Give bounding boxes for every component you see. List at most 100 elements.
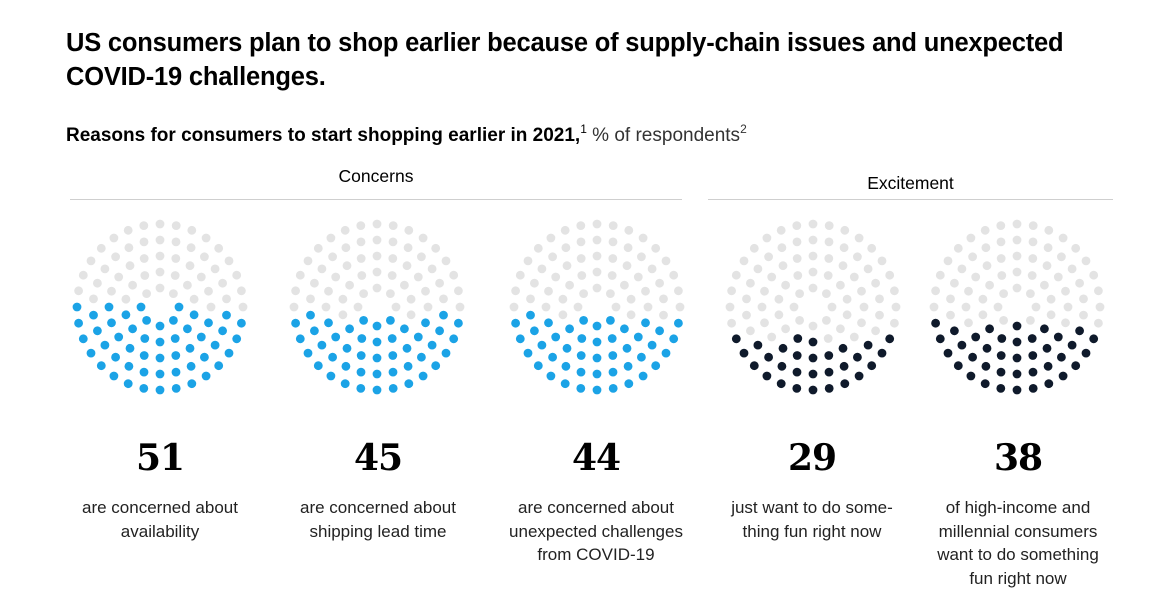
- empty-dot: [206, 302, 216, 312]
- empty-dot: [171, 221, 181, 231]
- description-line: are concerned about: [300, 498, 456, 517]
- empty-dot: [171, 237, 181, 247]
- filled-dot: [317, 340, 327, 350]
- description-shipping: are concerned about shipping lead time: [268, 496, 488, 543]
- empty-dot: [565, 280, 574, 290]
- filled-dot: [218, 326, 228, 336]
- empty-dot: [767, 332, 777, 342]
- filled-dot: [793, 334, 803, 343]
- empty-dot: [400, 280, 409, 290]
- empty-dot: [124, 243, 134, 253]
- filled-dot: [372, 337, 382, 347]
- group-label-concerns: Concerns: [338, 166, 414, 186]
- filled-dot: [576, 367, 586, 377]
- filled-dot: [313, 361, 323, 371]
- group-divider-excitement: [708, 199, 1113, 200]
- empty-dot: [875, 310, 884, 320]
- filled-dot: [435, 326, 444, 336]
- filled-dot: [74, 318, 83, 328]
- empty-dot: [890, 318, 899, 328]
- filled-dot: [123, 379, 133, 389]
- filled-dot: [306, 310, 315, 320]
- empty-dot: [530, 278, 539, 288]
- empty-dot: [996, 254, 1006, 263]
- empty-dot: [387, 271, 397, 280]
- empty-dot: [659, 294, 668, 304]
- filled-dot: [885, 334, 895, 344]
- filled-dot: [388, 351, 398, 360]
- empty-dot: [792, 254, 802, 263]
- empty-dot: [1089, 270, 1099, 280]
- empty-dot: [746, 326, 755, 336]
- empty-dot: [641, 286, 650, 296]
- empty-dot: [1027, 271, 1037, 280]
- empty-dot: [854, 233, 864, 243]
- filled-dot: [201, 371, 211, 381]
- description-availability: are concerned about availability: [50, 496, 270, 543]
- subtitle-main: Reasons for consumers to start shopping …: [66, 125, 581, 146]
- empty-dot: [1058, 233, 1068, 243]
- filled-dot: [427, 340, 437, 350]
- empty-dot: [885, 270, 895, 280]
- filled-dot: [641, 318, 650, 328]
- empty-dot: [836, 324, 845, 334]
- empty-dot: [523, 256, 533, 266]
- empty-dot: [114, 272, 124, 282]
- filled-dot: [560, 379, 570, 389]
- empty-dot: [439, 294, 448, 304]
- filled-dot: [739, 348, 749, 358]
- filled-dot: [637, 352, 646, 362]
- empty-dot: [201, 233, 211, 243]
- empty-dot: [742, 310, 751, 320]
- empty-dot: [321, 302, 331, 312]
- filled-dot: [142, 316, 152, 325]
- empty-dot: [391, 302, 401, 312]
- empty-dot: [1043, 243, 1053, 253]
- empty-dot: [777, 243, 787, 253]
- empty-dot: [863, 264, 873, 274]
- empty-dot: [537, 264, 547, 274]
- empty-dot: [324, 286, 333, 296]
- empty-dot: [155, 283, 165, 293]
- empty-dot: [449, 270, 459, 280]
- description-line: millennial consumers: [938, 521, 1098, 541]
- empty-dot: [372, 235, 382, 245]
- empty-dot: [1046, 294, 1056, 304]
- filled-dot: [1089, 334, 1099, 344]
- filled-dot: [792, 384, 802, 393]
- filled-dot: [953, 361, 963, 371]
- empty-dot: [985, 280, 994, 290]
- filled-dot: [222, 310, 231, 320]
- filled-dot: [579, 316, 588, 325]
- filled-dot: [196, 332, 206, 342]
- filled-dot: [533, 361, 543, 371]
- filled-dot: [622, 343, 632, 353]
- empty-dot: [125, 261, 135, 271]
- empty-dot: [155, 219, 165, 229]
- filled-dot: [608, 367, 618, 377]
- filled-dot: [295, 334, 305, 344]
- empty-dot: [608, 254, 618, 263]
- filled-dot: [439, 310, 448, 320]
- empty-dot: [607, 271, 617, 280]
- empty-dot: [576, 254, 586, 263]
- empty-dot: [183, 280, 192, 290]
- filled-dot: [431, 361, 441, 371]
- empty-dot: [935, 270, 945, 280]
- empty-dot: [964, 318, 973, 328]
- filled-dot: [931, 318, 940, 328]
- filled-dot: [121, 310, 131, 320]
- empty-dot: [953, 243, 963, 253]
- empty-dot: [857, 318, 866, 328]
- empty-dot: [842, 310, 852, 320]
- empty-dot: [204, 286, 213, 296]
- filled-dot: [402, 343, 412, 353]
- filled-dot: [511, 318, 520, 328]
- filled-dot: [388, 367, 398, 377]
- filled-dot: [824, 367, 834, 377]
- filled-dot: [824, 351, 834, 360]
- dot-chart-3: [509, 219, 685, 395]
- empty-dot: [170, 271, 180, 280]
- filled-dot: [210, 340, 220, 350]
